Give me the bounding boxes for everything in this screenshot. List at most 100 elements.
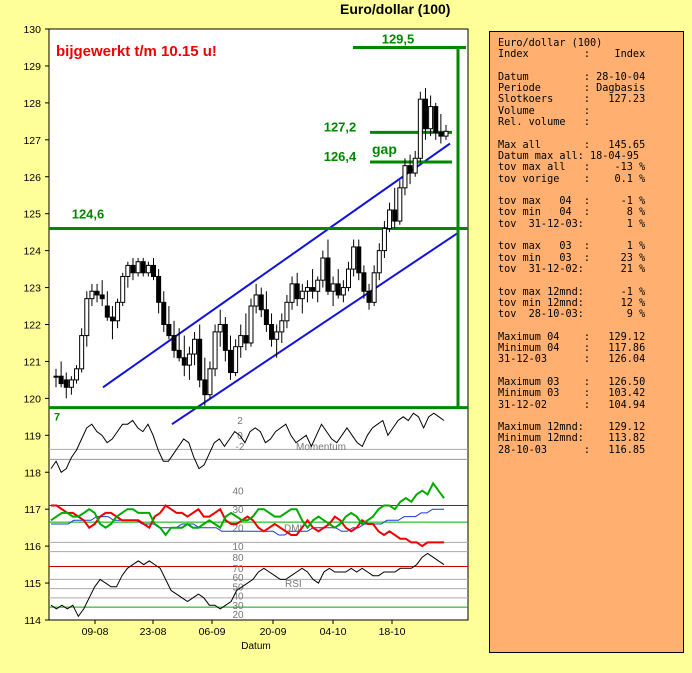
y-tick-label: 118 xyxy=(24,467,41,479)
y-tick-label: 117 xyxy=(24,504,41,516)
candle-body xyxy=(192,338,198,355)
candle-body xyxy=(130,264,136,274)
info-row: Index : Index xyxy=(498,49,646,61)
y-tick-label: 130 xyxy=(23,24,41,36)
candle-body xyxy=(412,157,418,174)
level-label: 126,4 xyxy=(324,149,357,164)
info-row: tov max 12mnd: -1 % xyxy=(498,286,646,298)
candle-body xyxy=(340,287,346,296)
info-row: Periode : Dagbasis xyxy=(498,83,646,95)
candle-body xyxy=(279,320,285,333)
x-tick-label: 04-10 xyxy=(320,626,347,638)
plot-background xyxy=(48,28,469,621)
candle-body xyxy=(197,338,203,381)
rsi-line xyxy=(50,552,445,618)
candle-body xyxy=(361,272,367,292)
candle-body xyxy=(63,379,69,388)
candle-body xyxy=(335,283,341,296)
candle-body xyxy=(151,264,156,277)
candle-body xyxy=(109,316,115,322)
x-tick-label: 09-08 xyxy=(82,626,109,638)
rsi-level-label: 20 xyxy=(232,610,244,621)
x-tick-label: 06-09 xyxy=(199,626,226,638)
candle-body xyxy=(156,275,162,303)
rsi-level-label: 80 xyxy=(232,553,244,564)
info-row: Minimum 03 : 103.42 xyxy=(498,388,646,400)
dmi-level-label: 20 xyxy=(232,523,244,534)
dmi-level-label: 30 xyxy=(232,505,244,516)
info-row: Minimum 04 : 117.86 xyxy=(498,343,646,355)
candle-body xyxy=(89,290,95,300)
candle-body xyxy=(325,257,331,292)
trend-channel-upper xyxy=(102,142,451,389)
candle-body xyxy=(366,290,372,303)
info-row: 31-12-03 : 126.04 xyxy=(498,354,646,366)
candle-body xyxy=(227,349,233,374)
candle-body xyxy=(310,287,316,292)
info-row xyxy=(498,128,683,139)
x-axis-title: Datum xyxy=(241,641,270,652)
candle-body xyxy=(315,279,321,292)
rsi-level-label: 40 xyxy=(232,592,244,603)
level-label: 129,5 xyxy=(382,31,415,46)
info-row: Volume : xyxy=(498,105,591,117)
y-tick-label: 123 xyxy=(23,283,41,295)
y-tick-label: 121 xyxy=(23,356,41,368)
candle-body xyxy=(243,335,249,344)
candle-body xyxy=(433,106,439,133)
trend-channel-lower xyxy=(171,231,460,426)
info-row: tov 28-10-03: 9 % xyxy=(498,309,646,321)
y-tick-label: 125 xyxy=(23,209,41,221)
candle-body xyxy=(269,324,275,340)
info-row xyxy=(498,185,683,196)
info-row xyxy=(498,230,683,241)
candle-body xyxy=(84,298,90,337)
candle-body xyxy=(171,335,177,351)
info-row: tov min 04 : 8 % xyxy=(498,207,646,219)
y-tick-label: 129 xyxy=(23,61,41,73)
info-row: Euro/dollar (100) xyxy=(498,38,603,49)
candle-body xyxy=(233,346,239,374)
y-tick-label: 124 xyxy=(23,246,41,258)
info-row xyxy=(498,366,683,377)
rsi-level-label: 60 xyxy=(232,573,244,584)
info-row: Datum max all: 18-04-95 xyxy=(498,150,640,162)
candle-body xyxy=(274,331,280,340)
candle-body xyxy=(438,131,444,137)
candle-body xyxy=(207,368,213,396)
y-tick-label: 127 xyxy=(23,135,41,147)
candle-body xyxy=(248,305,254,344)
info-row: Rel. volume : xyxy=(498,117,591,129)
candle-body xyxy=(407,165,413,174)
candle-body xyxy=(145,264,151,274)
candle-body xyxy=(392,209,398,222)
dmi-level-label: 10 xyxy=(232,542,244,553)
info-row xyxy=(498,411,683,422)
candle-body xyxy=(74,368,80,381)
candle-body xyxy=(387,209,393,229)
candle-body xyxy=(351,246,357,270)
candle-body xyxy=(115,301,121,322)
info-row: tov min 03 : 23 % xyxy=(498,252,646,264)
candle-body xyxy=(79,335,85,370)
candle-body xyxy=(346,268,351,289)
x-tick-label: 20-09 xyxy=(260,626,287,638)
chart-title: Euro/dollar (100) xyxy=(340,1,451,17)
momentum-level-label: -2 xyxy=(236,442,245,453)
info-row: tov 31-12-03: 1 % xyxy=(498,218,646,230)
candle-body xyxy=(94,290,100,296)
candle-body xyxy=(99,294,105,300)
info-row: tov vorige : 0.1 % xyxy=(498,173,646,185)
momentum-line xyxy=(50,412,445,474)
candle-body xyxy=(299,290,305,300)
candle-body xyxy=(135,261,141,274)
info-row xyxy=(498,61,683,72)
y-tick-label: 114 xyxy=(24,615,41,627)
candle-body xyxy=(125,264,131,277)
info-row: Datum : 28-10-04 xyxy=(498,71,646,83)
indicator-marker: 7 xyxy=(54,412,60,424)
candle-body xyxy=(356,246,362,274)
candle-body xyxy=(161,301,167,325)
candle-body xyxy=(58,375,64,385)
candle-body xyxy=(320,257,326,281)
